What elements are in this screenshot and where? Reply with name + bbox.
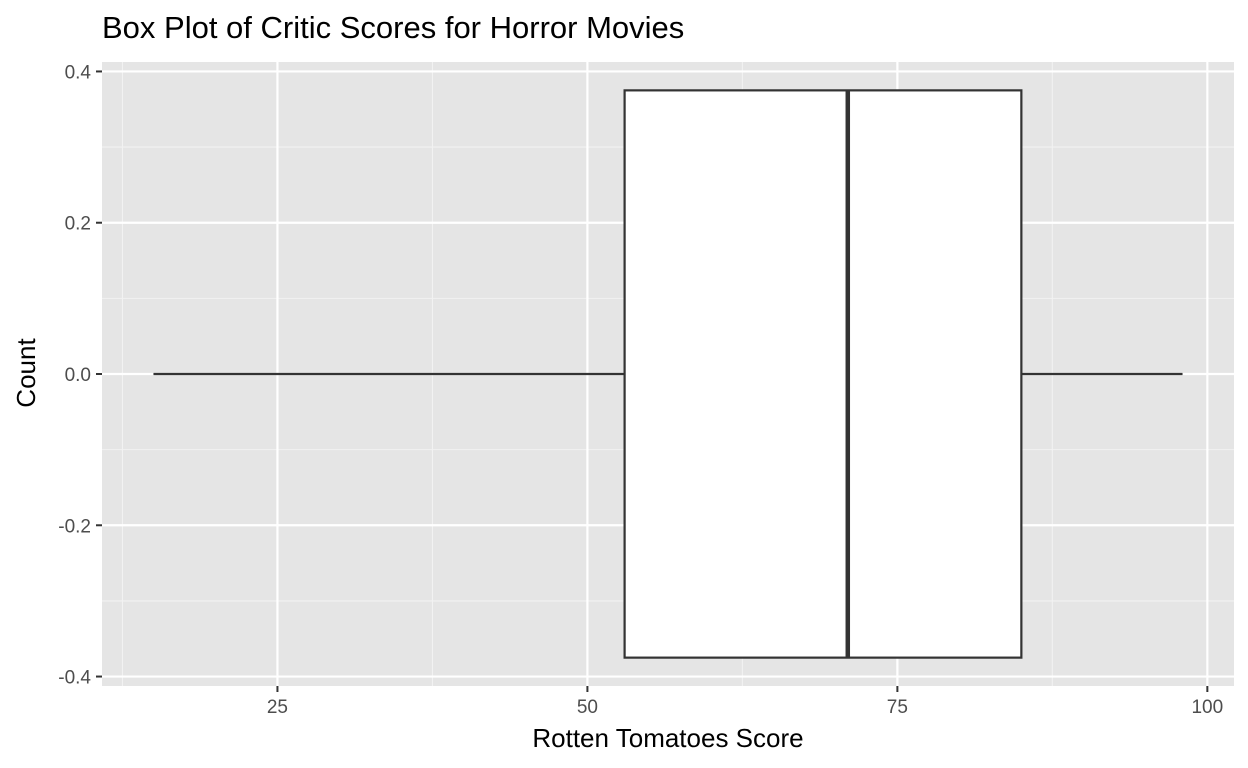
y-axis: -0.4 -0.2 0.0 0.2 0.4: [58, 62, 102, 689]
y-tick-label: -0.2: [58, 516, 91, 537]
interquartile-box: [623, 89, 1023, 659]
y-tick-label: 0.2: [65, 214, 91, 235]
y-tick-label: 0.0: [65, 365, 91, 386]
chart-title: Box Plot of Critic Scores for Horror Mov…: [102, 10, 684, 45]
box-plot-layer: [153, 89, 1183, 659]
y-tick-label: -0.4: [58, 668, 91, 689]
x-axis: 25 50 75 100: [267, 686, 1223, 718]
y-tick-label: 0.4: [65, 62, 92, 83]
x-tick-label: 75: [887, 697, 908, 718]
x-tick-label: 25: [267, 697, 288, 718]
x-tick-label: 100: [1191, 697, 1223, 718]
x-tick-label: 50: [577, 697, 598, 718]
x-axis-title: Rotten Tomatoes Score: [532, 723, 803, 753]
y-axis-title: Count: [11, 338, 41, 408]
